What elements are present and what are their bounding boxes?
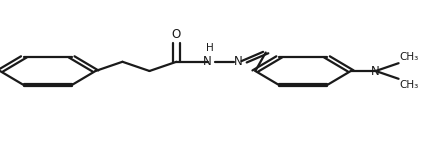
- Text: N: N: [234, 55, 243, 68]
- Text: CH₃: CH₃: [399, 80, 419, 90]
- Text: N: N: [203, 55, 212, 68]
- Text: H: H: [206, 43, 214, 53]
- Text: CH₃: CH₃: [399, 52, 419, 62]
- Text: O: O: [172, 28, 181, 41]
- Text: N: N: [371, 64, 380, 78]
